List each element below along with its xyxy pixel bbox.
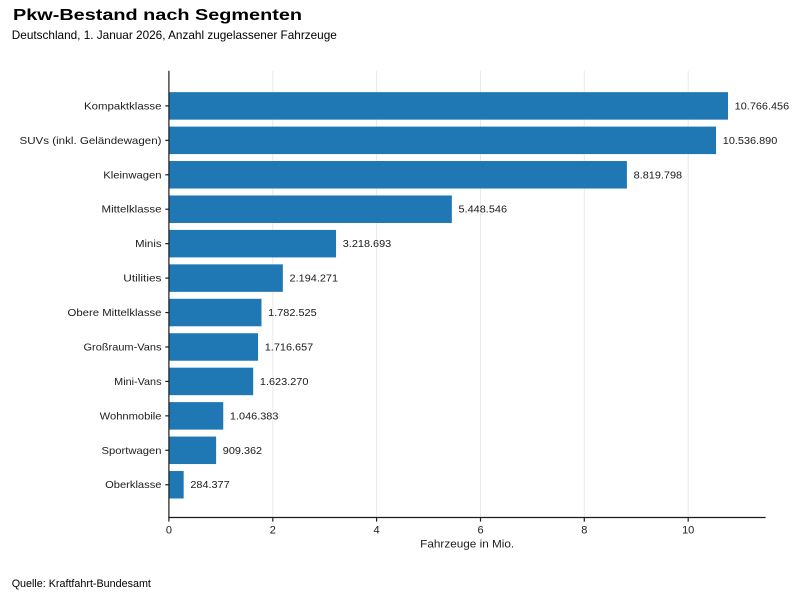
svg-text:1.716.657: 1.716.657	[265, 342, 314, 353]
svg-text:Mittelklasse: Mittelklasse	[102, 205, 162, 216]
svg-text:4: 4	[374, 525, 380, 537]
svg-text:1.782.525: 1.782.525	[268, 308, 317, 319]
svg-text:Großraum-Vans: Großraum-Vans	[84, 342, 162, 353]
svg-text:3.218.693: 3.218.693	[343, 239, 392, 250]
svg-text:Minis: Minis	[135, 239, 161, 250]
svg-text:Pkw-Bestand nach Segmenten: Pkw-Bestand nach Segmenten	[13, 7, 302, 24]
svg-text:Oberklasse: Oberklasse	[105, 480, 162, 491]
svg-text:Mini-Vans: Mini-Vans	[114, 377, 161, 388]
svg-text:Fahrzeuge in Mio.: Fahrzeuge in Mio.	[420, 538, 514, 550]
svg-text:8.819.798: 8.819.798	[634, 170, 683, 181]
svg-text:Wohnmobile: Wohnmobile	[100, 411, 162, 422]
svg-text:0: 0	[166, 525, 172, 537]
svg-text:Sportwagen: Sportwagen	[102, 446, 162, 457]
svg-text:8: 8	[581, 525, 587, 537]
svg-text:Deutschland, 1. Januar 2026, A: Deutschland, 1. Januar 2026, Anzahl zuge…	[12, 28, 337, 42]
svg-text:2: 2	[270, 525, 276, 537]
svg-text:10.766.456: 10.766.456	[735, 101, 790, 112]
svg-text:SUVs (inkl. Geländewagen): SUVs (inkl. Geländewagen)	[20, 136, 162, 147]
svg-text:6: 6	[477, 525, 483, 537]
svg-text:909.362: 909.362	[223, 446, 263, 457]
svg-text:Kompaktklasse: Kompaktklasse	[84, 101, 162, 112]
svg-text:1.046.383: 1.046.383	[230, 411, 279, 422]
svg-text:5.448.546: 5.448.546	[459, 205, 508, 216]
svg-text:Utilities: Utilities	[123, 274, 161, 285]
svg-text:Quelle: Kraftfahrt-Bundesamt: Quelle: Kraftfahrt-Bundesamt	[12, 578, 151, 590]
svg-text:284.377: 284.377	[190, 480, 230, 491]
svg-text:10: 10	[682, 525, 694, 537]
svg-text:1.623.270: 1.623.270	[260, 377, 309, 388]
svg-text:Obere Mittelklasse: Obere Mittelklasse	[68, 308, 162, 319]
svg-text:10.536.890: 10.536.890	[723, 136, 778, 147]
svg-text:Kleinwagen: Kleinwagen	[103, 170, 161, 181]
svg-text:2.194.271: 2.194.271	[290, 274, 339, 285]
